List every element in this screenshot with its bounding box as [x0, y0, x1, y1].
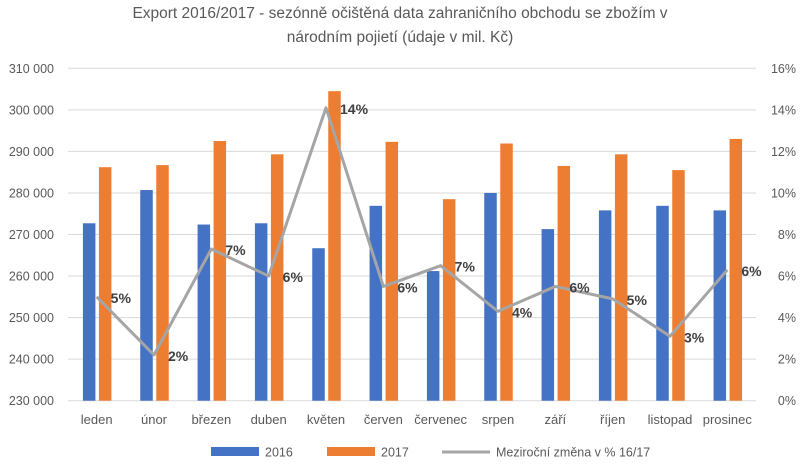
left-axis-tick-label: 260 000 [9, 270, 54, 284]
right-axis-tick-label: 0% [778, 394, 796, 408]
right-axis-tick-label: 14% [771, 103, 796, 117]
left-axis-tick-label: 290 000 [9, 145, 54, 159]
category-label: červen [364, 412, 403, 427]
bar-2017 [328, 91, 341, 401]
data-label: 7% [455, 259, 476, 275]
left-axis-ticks: 230 000 240 000 250 000 260 000 270 000 280 0… [9, 62, 54, 408]
bar-2016 [598, 210, 612, 401]
bar-2017 [614, 154, 628, 401]
legend-swatch-2017 [327, 447, 375, 456]
bar-2016 [197, 224, 211, 401]
data-label: 6% [741, 263, 762, 279]
bar-2016 [312, 248, 325, 401]
left-axis-tick-label: 250 000 [9, 311, 54, 325]
category-label: srpen [482, 412, 515, 427]
right-axis-tick-label: 2% [778, 353, 796, 367]
category-label: leden [81, 412, 113, 427]
right-axis-tick-label: 16% [771, 62, 796, 76]
bar-2016 [369, 205, 383, 401]
data-label: 14% [340, 101, 369, 117]
legend-swatch-2016 [211, 447, 259, 456]
change-line-path [95, 106, 729, 357]
bar-2017 [672, 170, 685, 401]
bar-2017 [557, 165, 571, 401]
data-label: 4% [512, 304, 533, 320]
data-label: 3% [684, 329, 705, 345]
legend-label-2016: 2016 [265, 446, 293, 460]
data-label: 5% [111, 290, 132, 306]
bar-2016 [254, 223, 268, 401]
legend-label-change: Meziroční změna v % 16/17 [496, 446, 650, 460]
chart-title-line-1: Export 2016/2017 - sezónně očištěná data… [132, 5, 667, 22]
bar-2016 [484, 192, 497, 401]
bar-2017 [442, 199, 456, 401]
category-label: září [544, 412, 566, 427]
legend-label-2017: 2017 [381, 446, 409, 460]
bar-2016 [426, 271, 440, 401]
right-axis-tick-label: 8% [778, 228, 796, 242]
bar-2017 [500, 143, 513, 401]
data-label: 6% [569, 279, 590, 295]
left-axis-tick-label: 270 000 [9, 228, 54, 242]
data-label: 5% [627, 292, 648, 308]
bars [82, 91, 743, 401]
category-label: únor [141, 412, 168, 427]
bar-2017 [213, 141, 227, 401]
gridlines [68, 67, 756, 402]
right-axis-tick-label: 6% [778, 270, 796, 284]
left-axis-tick-label: 300 000 [9, 103, 54, 117]
bar-2017 [98, 167, 112, 401]
bar-2016 [82, 223, 96, 401]
category-label: květen [307, 412, 345, 427]
category-labels: leden únor březen duben květen červen červenec… [81, 412, 753, 427]
left-axis-tick-label: 280 000 [9, 186, 54, 200]
right-axis-ticks: 0% 2% 4% 6% 8% 10% 12% 14% 16% [771, 62, 796, 408]
right-axis-tick-label: 4% [778, 311, 796, 325]
bar-2017 [729, 138, 743, 401]
left-axis-tick-label: 240 000 [9, 353, 54, 367]
right-axis-tick-label: 12% [771, 145, 796, 159]
left-axis-tick-label: 310 000 [9, 62, 54, 76]
category-label: červenec [414, 412, 467, 427]
bar-2016 [541, 229, 555, 401]
data-label: 7% [225, 242, 246, 258]
bar-2017 [156, 165, 169, 401]
data-label: 6% [283, 269, 304, 285]
bar-2016 [713, 210, 727, 401]
bar-2016 [656, 205, 669, 401]
category-label: listopad [648, 412, 693, 427]
bar-2016 [140, 190, 153, 401]
bar-2017 [270, 154, 284, 401]
category-label: prosinec [703, 412, 753, 427]
category-label: duben [251, 412, 287, 427]
data-label: 6% [397, 279, 418, 295]
change-line: 5% 2% 7% 6% 14% 6% 7% 4% 6% 5% 3% 6% [95, 101, 762, 364]
right-axis-tick-label: 10% [771, 186, 796, 200]
bar-2017 [385, 141, 399, 401]
left-axis-tick-label: 230 000 [9, 394, 54, 408]
data-label: 2% [168, 348, 189, 364]
legend: 2016 2017 Meziroční změna v % 16/17 [211, 446, 650, 460]
category-label: březen [191, 412, 231, 427]
category-label: říjen [600, 412, 625, 427]
chart-title-line-2: národním pojietí (údaje v mil. Kč) [287, 29, 514, 46]
